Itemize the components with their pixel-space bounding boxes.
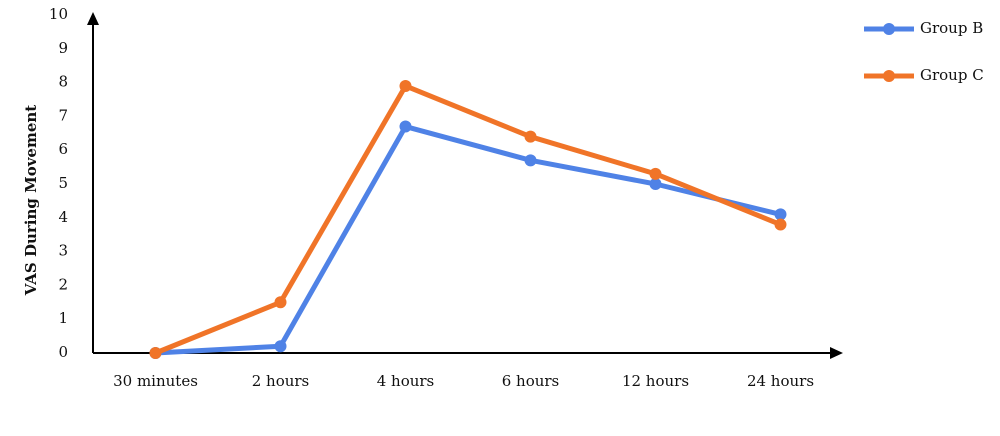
data-point <box>274 296 287 309</box>
y-tick-label: 10 <box>49 5 68 23</box>
data-point <box>399 120 412 133</box>
x-tick-label: 6 hours <box>502 372 560 390</box>
data-point <box>774 218 787 231</box>
y-tick-label: 8 <box>58 73 68 91</box>
x-tick-label: 4 hours <box>377 372 435 390</box>
data-point <box>274 340 287 353</box>
data-point <box>524 154 537 167</box>
x-tick-label: 12 hours <box>622 372 689 390</box>
y-tick-label: 5 <box>58 174 68 192</box>
legend-marker <box>883 23 895 35</box>
data-point <box>649 167 662 180</box>
y-tick-label: 4 <box>58 208 68 226</box>
series-line <box>154 83 782 356</box>
y-axis-label: VAS During Movement <box>22 105 40 296</box>
series-line <box>155 124 782 356</box>
y-tick-label: 3 <box>58 242 68 260</box>
x-axis-arrow <box>830 347 843 359</box>
data-point <box>524 130 537 143</box>
legend-label: Group C <box>920 66 984 84</box>
y-tick-label: 7 <box>58 106 68 124</box>
x-tick-label: 24 hours <box>747 372 814 390</box>
data-point <box>649 178 662 190</box>
y-tick-label: 2 <box>58 275 68 293</box>
y-tick-label: 1 <box>58 309 68 327</box>
y-axis-arrow <box>87 12 99 25</box>
y-tick-label: 6 <box>58 140 68 158</box>
legend-label: Group B <box>920 19 983 37</box>
data-point <box>399 79 412 92</box>
x-tick-label: 2 hours <box>252 372 310 390</box>
data-point <box>774 208 787 221</box>
x-tick-label: 30 minutes <box>113 372 198 390</box>
data-point <box>149 347 162 359</box>
y-tick-label: 9 <box>58 39 68 57</box>
y-tick-label: 0 <box>58 343 68 361</box>
legend-marker <box>883 70 895 82</box>
